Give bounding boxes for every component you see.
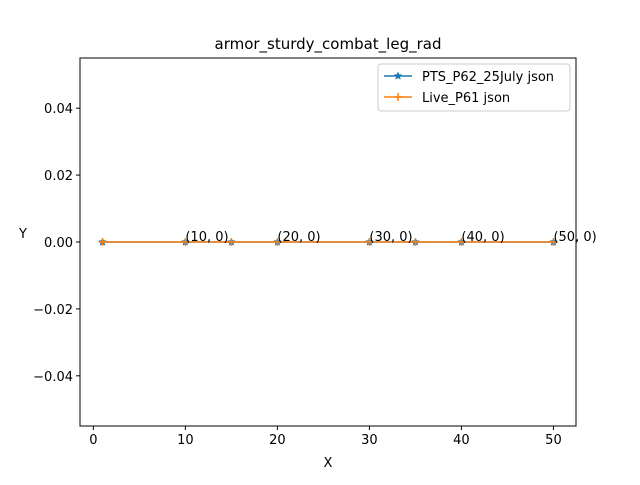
point-annotation: (30, 0) [369,230,412,245]
y-tick-label: −0.04 [33,370,73,385]
plot-area: 0 10 20 30 40 50 −0.04 −0.02 0.00 0.02 0.04 (10, 0)… [33,57,597,448]
y-axis-label: Y [18,227,27,242]
y-tick-label: 0.00 [44,236,73,251]
data-point-plus [549,238,558,246]
data-point-plus [273,238,282,246]
data-point-plus [181,238,190,246]
data-point-plus [98,238,107,246]
data-point-plus [457,238,466,246]
y-tick-label: 0.02 [44,169,73,184]
data-point-plus [411,238,420,246]
legend-entry-label: PTS_P62_25July json [422,70,554,85]
y-tick-label: 0.04 [44,102,73,117]
x-tick-label: 40 [453,433,470,448]
x-axis-label: X [324,456,333,471]
point-annotation: (40, 0) [461,230,504,245]
legend-marker-star [393,71,403,80]
x-tick-label: 10 [177,433,194,448]
x-tick-label: 30 [361,433,378,448]
data-point-plus [365,238,374,246]
x-tick-label: 0 [89,433,97,448]
data-point-plus [227,238,236,246]
x-tick-label: 20 [269,433,286,448]
point-annotation: (20, 0) [277,230,320,245]
point-annotation: (10, 0) [185,230,228,245]
y-tick-label: −0.02 [33,303,73,318]
legend-marker-plus [394,93,402,101]
x-tick-label: 50 [545,433,562,448]
point-annotation: (50, 0) [553,230,596,245]
chart-title: armor_sturdy_combat_leg_rad [215,35,442,54]
legend-box [377,63,571,112]
legend-entry-label: Live_P61 json [422,91,510,106]
